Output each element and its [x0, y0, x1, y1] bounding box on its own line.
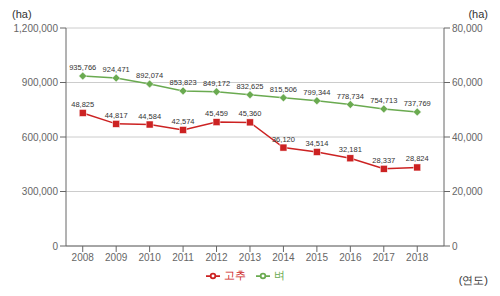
- svg-text:2013: 2013: [239, 252, 262, 263]
- html-text:(연도): (연도): [458, 274, 488, 286]
- svg-text:853,823: 853,823: [170, 78, 197, 87]
- svg-text:2012: 2012: [205, 252, 228, 263]
- svg-text:0: 0: [52, 241, 58, 252]
- svg-text:2009: 2009: [105, 252, 128, 263]
- svg-text:45,360: 45,360: [239, 109, 262, 118]
- svg-text:1,200,000: 1,200,000: [14, 23, 59, 34]
- svg-text:42,574: 42,574: [172, 117, 195, 126]
- svg-text:2015: 2015: [306, 252, 329, 263]
- svg-text:36,120: 36,120: [272, 135, 295, 144]
- svg-text:892,074: 892,074: [136, 71, 163, 80]
- html-text:(ha): (ha): [468, 8, 488, 20]
- svg-text:754,713: 754,713: [370, 96, 397, 105]
- svg-text:28,824: 28,824: [406, 154, 429, 163]
- svg-text:2011: 2011: [172, 252, 194, 263]
- svg-text:2018: 2018: [406, 252, 429, 263]
- svg-text:48,825: 48,825: [71, 100, 94, 109]
- svg-text:60,000: 60,000: [452, 77, 483, 88]
- svg-text:40,000: 40,000: [452, 132, 483, 143]
- svg-text:799,344: 799,344: [303, 88, 330, 97]
- svg-text:2008: 2008: [72, 252, 95, 263]
- html-text:고추: 고추: [223, 269, 246, 281]
- svg-text:32,181: 32,181: [339, 145, 362, 154]
- svg-text:0: 0: [452, 241, 458, 252]
- svg-text:44,817: 44,817: [105, 111, 128, 120]
- svg-text:815,506: 815,506: [270, 85, 297, 94]
- svg-text:778,734: 778,734: [337, 92, 364, 101]
- svg-text:600,000: 600,000: [22, 132, 59, 143]
- svg-text:2010: 2010: [139, 252, 162, 263]
- svg-text:300,000: 300,000: [22, 186, 59, 197]
- svg-text:34,514: 34,514: [305, 139, 328, 148]
- svg-text:2017: 2017: [373, 252, 396, 263]
- svg-text:44,584: 44,584: [138, 112, 161, 121]
- svg-text:45,459: 45,459: [205, 109, 228, 118]
- svg-text:737,769: 737,769: [404, 99, 431, 108]
- svg-text:900,000: 900,000: [22, 77, 59, 88]
- svg-text:20,000: 20,000: [452, 186, 483, 197]
- html-text:(ha): (ha): [12, 8, 32, 20]
- html-text:벼: 벼: [273, 269, 285, 281]
- svg-text:80,000: 80,000: [452, 23, 483, 34]
- svg-text:2016: 2016: [339, 252, 362, 263]
- svg-text:2014: 2014: [272, 252, 295, 263]
- svg-text:935,766: 935,766: [69, 63, 96, 72]
- svg-text:28,337: 28,337: [372, 156, 395, 165]
- svg-text:849,172: 849,172: [203, 79, 230, 88]
- svg-text:832,625: 832,625: [236, 82, 263, 91]
- svg-text:924,471: 924,471: [103, 65, 130, 74]
